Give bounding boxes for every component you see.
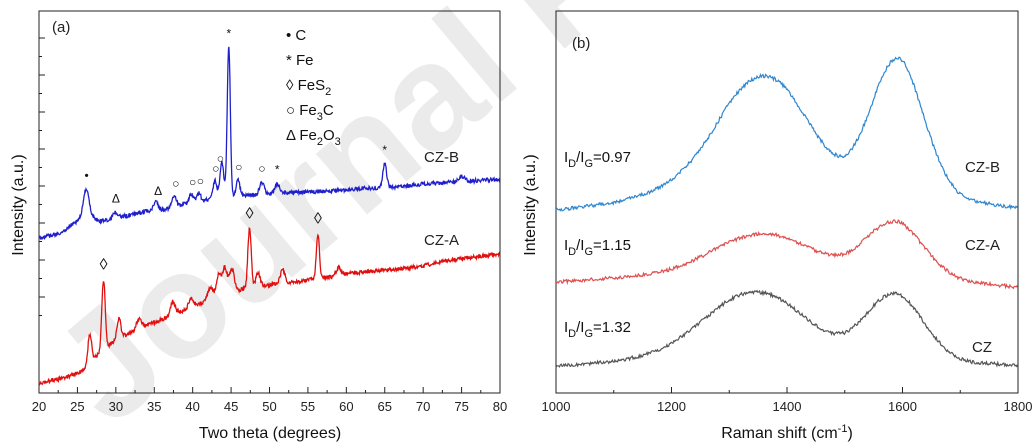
peak-marker: ○	[212, 161, 219, 175]
peak-marker: ○	[217, 151, 224, 165]
x-tick-label-a: 45	[224, 399, 238, 414]
x-tick-label-a: 75	[454, 399, 468, 414]
x-tick-label-a: 55	[301, 399, 315, 414]
peak-marker: •	[85, 169, 89, 183]
plot-frame-a	[38, 10, 501, 394]
peak-marker: *	[226, 26, 231, 40]
series-lines-b	[555, 56, 1019, 368]
x-tick-label-a: 20	[32, 399, 46, 414]
x-tick-label-a: 25	[70, 399, 84, 414]
peak-marker: ◊	[100, 257, 108, 274]
peak-marker: Δ	[112, 191, 120, 205]
raman-line-cz	[555, 289, 1019, 368]
x-tick-label-b: 1000	[542, 399, 571, 414]
xrd-line-cz-a	[38, 227, 501, 386]
panel-label-b: (b)	[572, 35, 590, 52]
series-lines-a	[38, 46, 501, 386]
series-label-raman-cz: CZ	[972, 339, 992, 356]
peak-marker: *	[382, 143, 387, 157]
x-axis-label-a: Two theta (degrees)	[199, 425, 341, 442]
peak-marker: ○	[258, 162, 265, 176]
peak-marker: ◊	[314, 211, 322, 228]
x-tick-label-a: 70	[416, 399, 430, 414]
x-axis-label-b: Raman shift (cm-1)	[721, 423, 853, 442]
peak-markers-a: •ΔΔ○ ○ ○○○*○ ○ **◊◊ ◊	[85, 26, 388, 273]
peak-marker: Δ	[154, 184, 162, 198]
y-ticks-a	[39, 37, 45, 316]
legend-a: • C * Fe ◊ FeS2 ○ Fe3C Δ Fe2O3	[286, 27, 341, 148]
panel-label-a: (a)	[52, 19, 70, 36]
peak-marker: ○	[197, 174, 204, 188]
peak-marker: ○	[235, 160, 242, 174]
x-tick-label-a: 65	[378, 399, 392, 414]
peak-marker: ○	[172, 177, 179, 191]
peak-marker: ○	[189, 175, 196, 189]
x-tick-label-b: 1800	[1004, 399, 1033, 414]
y-axis-label-b: Intensity (a.u.)	[522, 154, 539, 255]
x-ticks-a: 20 25 30 35 40 45 50 55 60 65 70 75 80	[32, 387, 507, 414]
legend-entry-a: ○ Fe3C	[286, 102, 334, 123]
x-tick-label-a: 40	[185, 399, 199, 414]
series-label-cz-a: CZ-A	[424, 232, 459, 249]
legend-entry-a: ◊ FeS2	[286, 77, 331, 98]
legend-entry-a: • C	[286, 27, 306, 44]
series-label-raman-cz-a: CZ-A	[965, 237, 1000, 254]
x-ticks-b: 1000 1200 1400 1600 1800	[542, 387, 1033, 414]
id-ig-ratio: ID/IG=1.32	[564, 319, 631, 340]
x-tick-label-a: 30	[109, 399, 123, 414]
xrd-line-cz-b	[38, 46, 501, 241]
x-tick-label-b: 1200	[657, 399, 686, 414]
legend-entry-a: Δ Fe2O3	[286, 127, 341, 148]
x-tick-label-b: 1400	[773, 399, 802, 414]
peak-marker: ◊	[246, 206, 254, 223]
raman-line-cz-b	[555, 56, 1019, 212]
xrd-panel: 20 25 30 35 40 45 50 55 60 65 70 75 80 •ΔΔ○ ○ ○○○*○ ○ **…	[10, 10, 507, 442]
x-tick-label-a: 35	[147, 399, 161, 414]
x-tick-label-b: 1600	[888, 399, 917, 414]
raman-line-cz-a	[555, 219, 1019, 290]
series-label-raman-cz-b: CZ-B	[965, 159, 1000, 176]
id-ig-ratio: ID/IG=1.15	[564, 237, 631, 258]
id-ig-ratio-labels: ID/IG=0.97 ID/IG=1.15 ID/IG=1.32	[564, 149, 631, 340]
y-axis-label-a: Intensity (a.u.)	[10, 154, 27, 255]
id-ig-ratio: ID/IG=0.97	[564, 149, 631, 170]
x-tick-label-a: 50	[262, 399, 276, 414]
raman-panel: 1000 1200 1400 1600 1800 (b) Raman shift (cm…	[522, 10, 1033, 442]
x-tick-label-a: 80	[493, 399, 507, 414]
legend-entry-a: * Fe	[286, 52, 314, 69]
peak-marker: *	[275, 163, 280, 177]
x-tick-label-a: 60	[339, 399, 353, 414]
series-label-cz-b: CZ-B	[424, 149, 459, 166]
